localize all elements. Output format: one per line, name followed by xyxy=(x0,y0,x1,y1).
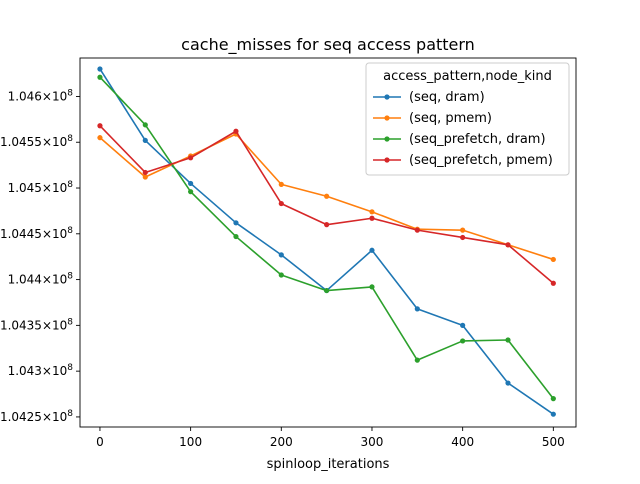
legend-title: access_pattern,node_kind xyxy=(383,69,552,84)
x-tick-label: 200 xyxy=(270,435,293,449)
data-point xyxy=(233,233,239,240)
data-point xyxy=(460,322,466,328)
chart-title: cache_misses for seq access pattern xyxy=(181,35,475,55)
data-point xyxy=(278,200,284,207)
data-point xyxy=(97,74,103,80)
data-point xyxy=(278,181,284,187)
data-point xyxy=(550,280,556,286)
plot-frame xyxy=(79,57,577,428)
x-tick-label: 0 xyxy=(96,435,104,449)
data-point xyxy=(550,256,556,263)
data-point xyxy=(97,123,103,129)
data-point xyxy=(142,174,148,180)
data-point xyxy=(142,122,148,128)
plot-area: 0 100 200 300 400 500 1.0425×108 1.043×108 1.043… xyxy=(0,57,577,449)
data-point xyxy=(414,357,420,363)
y-tick-label: 1.0445×108 xyxy=(0,226,73,241)
legend-entry-2: (seq_prefetch, dram) xyxy=(409,132,546,147)
y-tick-label: 1.0455×108 xyxy=(0,134,73,149)
data-point xyxy=(460,234,466,241)
y-tick-label: 1.0425×108 xyxy=(0,409,73,424)
data-point xyxy=(188,189,194,195)
legend-entry-0: (seq, dram) xyxy=(409,90,485,105)
x-axis-label: spinloop_iterations xyxy=(267,457,390,472)
data-point xyxy=(142,137,148,144)
data-point xyxy=(97,135,103,141)
data-point xyxy=(188,155,194,161)
legend-swatch-marker xyxy=(384,94,390,100)
data-point xyxy=(414,306,420,312)
data-point xyxy=(324,193,330,199)
y-tick-label: 1.044×108 xyxy=(8,272,74,287)
data-point xyxy=(142,169,148,176)
legend-swatch-marker xyxy=(384,115,390,121)
data-point xyxy=(324,287,330,294)
x-tick-label: 100 xyxy=(179,435,202,449)
legend-swatch-marker xyxy=(384,136,390,142)
legend-entry-3: (seq_prefetch, pmem) xyxy=(409,153,553,168)
data-point xyxy=(414,227,420,233)
data-point xyxy=(278,252,284,258)
data-point xyxy=(505,337,511,343)
data-point xyxy=(369,284,375,290)
data-point xyxy=(188,180,194,187)
data-point xyxy=(460,227,466,233)
y-tick-label: 1.045×108 xyxy=(8,180,74,195)
y-tick-label: 1.046×108 xyxy=(8,88,74,103)
y-tick-label: 1.0435×108 xyxy=(0,317,73,332)
x-tick-label: 400 xyxy=(451,435,474,449)
data-point xyxy=(278,272,284,278)
legend-swatch-marker xyxy=(384,157,390,163)
legend-box xyxy=(365,62,570,176)
y-tick-label: 1.043×108 xyxy=(8,363,74,378)
data-point xyxy=(233,128,239,134)
data-point xyxy=(550,411,556,417)
data-point xyxy=(550,396,556,402)
data-point xyxy=(233,220,239,226)
data-point xyxy=(460,338,466,344)
data-point xyxy=(369,247,375,253)
data-point xyxy=(97,66,103,72)
data-point xyxy=(505,242,511,248)
legend: access_pattern,node_kind (seq, dram) (seq,… xyxy=(365,62,570,176)
legend-entry-1: (seq, pmem) xyxy=(409,111,492,126)
x-tick-label: 500 xyxy=(542,435,565,449)
data-point xyxy=(369,209,375,215)
data-point xyxy=(369,215,375,221)
data-point xyxy=(505,380,511,386)
data-point xyxy=(324,222,330,228)
x-tick-label: 300 xyxy=(361,435,384,449)
